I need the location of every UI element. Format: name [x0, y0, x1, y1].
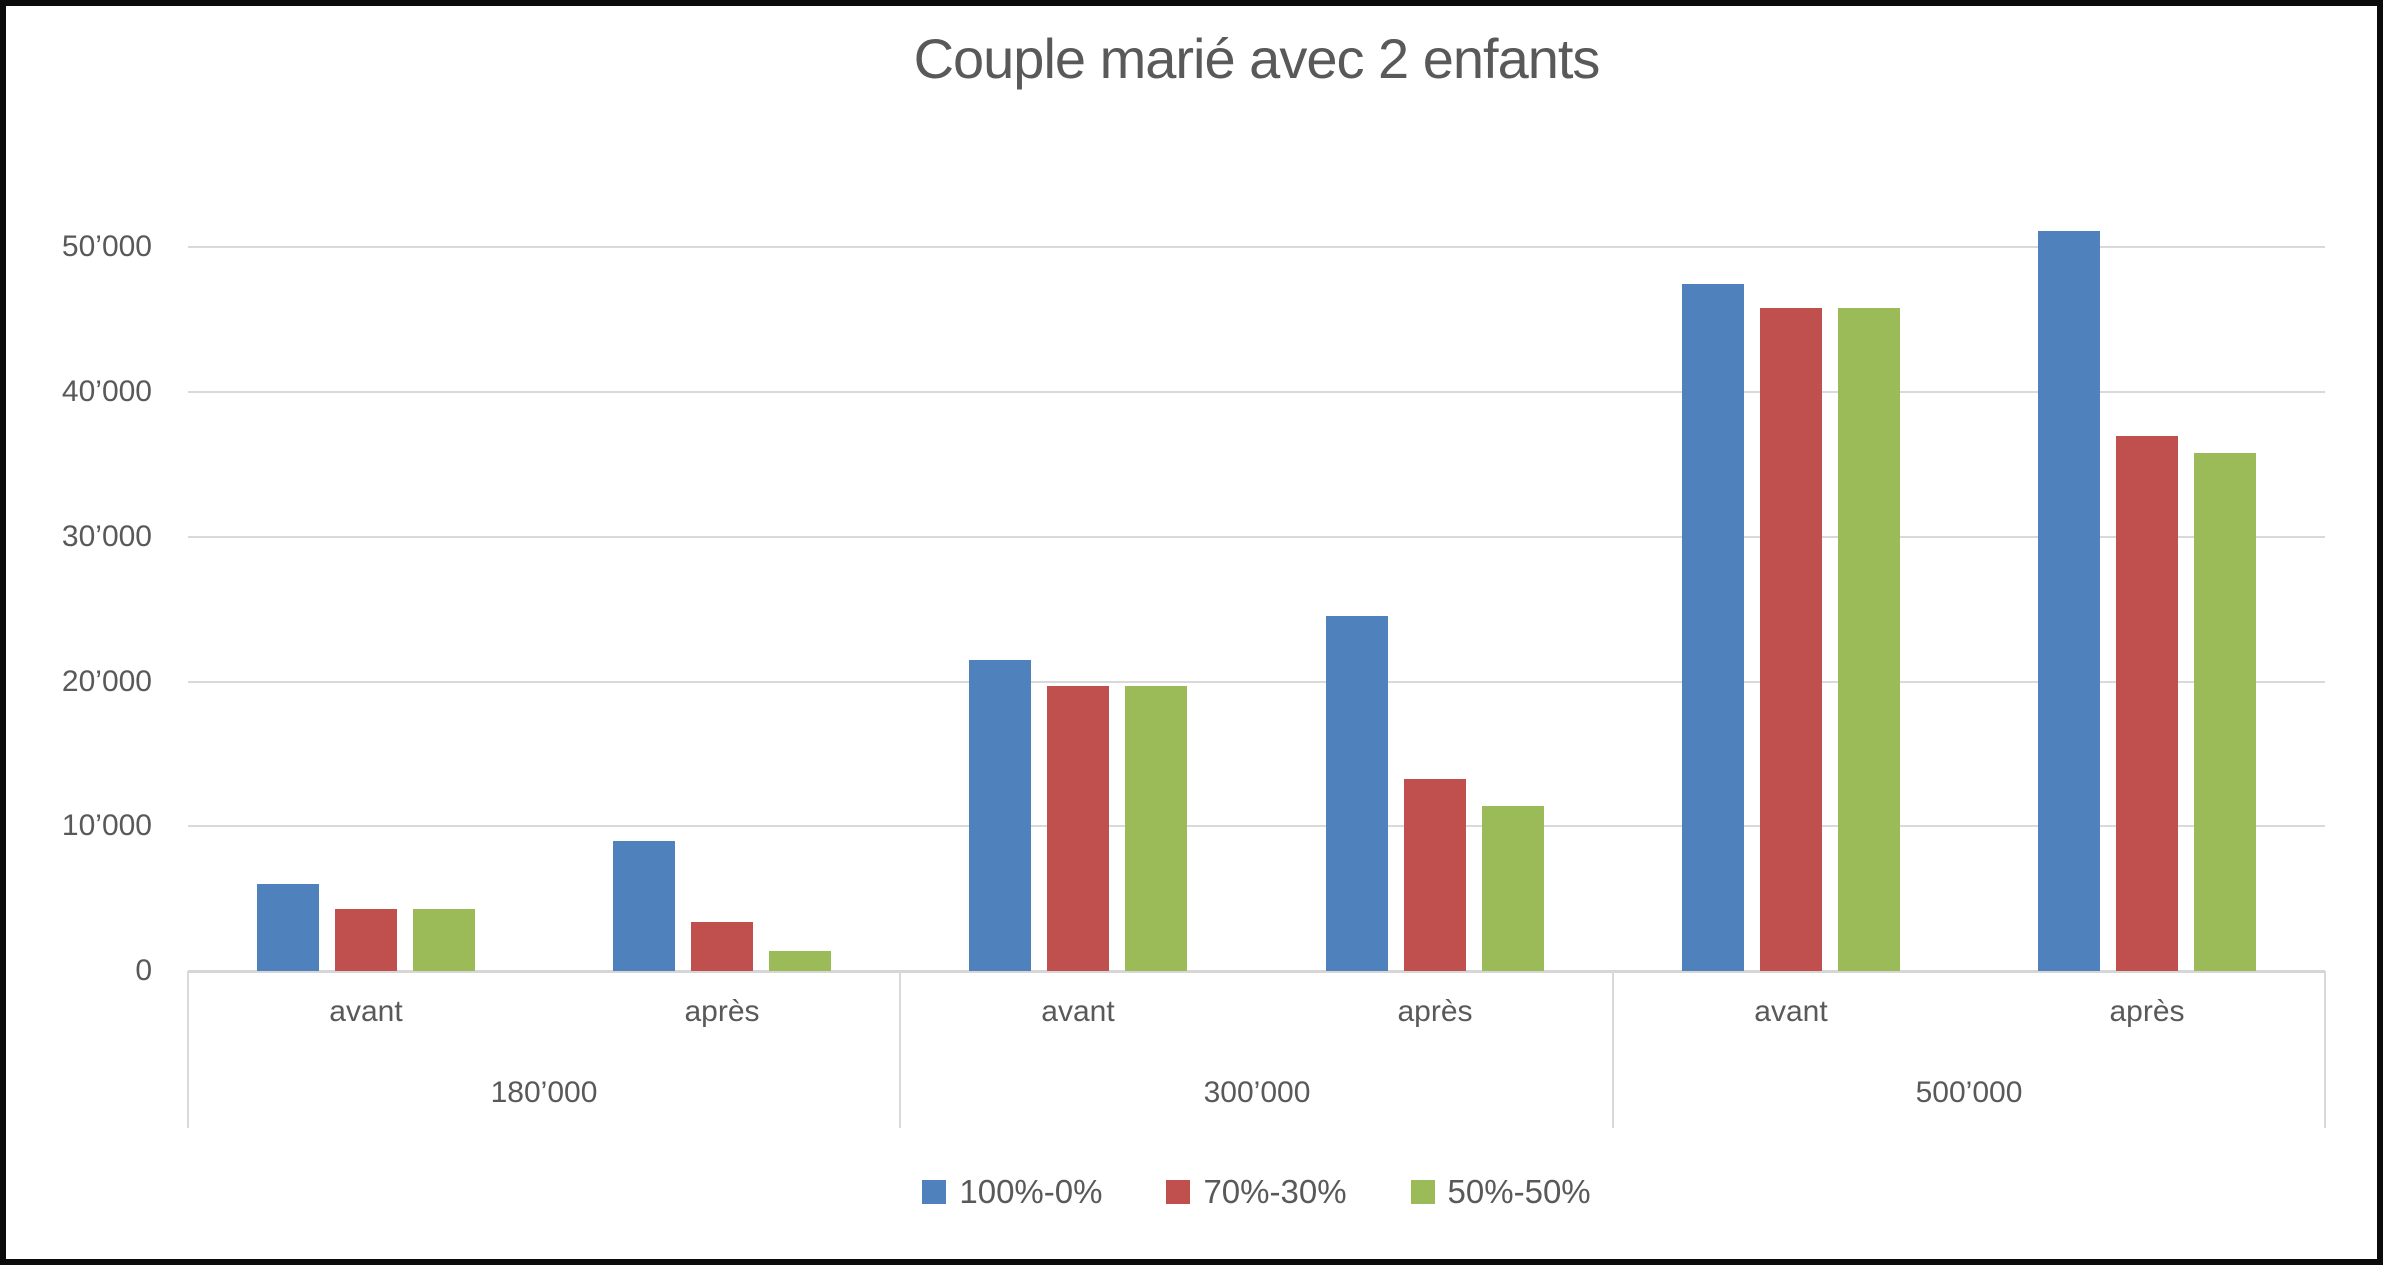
bar-70%-30%-avant — [1047, 686, 1109, 971]
category-table-right-edge — [2324, 971, 2326, 1128]
y-gridline — [188, 535, 2325, 538]
bar-100%-0%-avant — [1682, 284, 1744, 971]
category-label: après — [684, 995, 760, 1028]
chart-title: Couple marié avec 2 enfants — [913, 27, 1601, 90]
legend-label: 50%-50% — [1447, 1173, 1591, 1210]
legend: 100%-0% 70%-30% 50%-50% — [188, 1168, 2325, 1216]
group-separator-line — [899, 971, 901, 1128]
group-label: 500’000 — [1915, 1076, 2023, 1109]
legend-item-50%-50%: 50%-50% — [1410, 1173, 1591, 1211]
bar-100%-0%-après — [613, 841, 675, 971]
category-label: avant — [1041, 995, 1115, 1028]
group-label: 180’000 — [490, 1076, 598, 1109]
bar-50%-50%-avant — [1838, 308, 1900, 971]
bar-50%-50%-après — [1482, 806, 1544, 971]
bar-50%-50%-après — [2194, 453, 2256, 971]
legend-item-70%-30%: 70%-30% — [1166, 1173, 1347, 1211]
bar-70%-30%-avant — [335, 909, 397, 971]
y-axis-tick-label: 50’000 — [61, 230, 152, 264]
y-gridline — [188, 825, 2325, 828]
y-axis-tick-label: 40’000 — [61, 375, 152, 409]
bar-70%-30%-après — [2116, 436, 2178, 971]
y-gridline — [188, 246, 2325, 249]
group-label: 300’000 — [1203, 1076, 1311, 1109]
legend-label: 100%-0% — [959, 1173, 1103, 1210]
bar-50%-50%-avant — [413, 909, 475, 971]
bar-70%-30%-après — [691, 922, 753, 971]
bar-70%-30%-après — [1404, 779, 1466, 971]
bar-100%-0%-après — [1326, 616, 1388, 971]
legend-label: 70%-30% — [1203, 1173, 1347, 1210]
y-axis-tick-label: 10’000 — [61, 809, 152, 843]
y-axis-tick-label: 20’000 — [61, 664, 152, 698]
legend-swatch-icon — [1410, 1180, 1435, 1204]
bar-100%-0%-après — [2038, 231, 2100, 971]
category-table-left-edge — [187, 971, 189, 1128]
y-axis-tick-label: 30’000 — [61, 519, 152, 553]
bar-50%-50%-avant — [1125, 686, 1187, 971]
y-axis-tick-label: 0 — [135, 954, 152, 987]
legend-item-100%-0%: 100%-0% — [922, 1173, 1102, 1211]
bar-100%-0%-avant — [257, 884, 319, 971]
legend-swatch-icon — [922, 1180, 947, 1204]
category-label: après — [2109, 995, 2185, 1028]
bar-50%-50%-après — [769, 951, 831, 971]
category-label: avant — [1754, 995, 1828, 1028]
y-gridline — [188, 680, 2325, 683]
category-label: après — [1397, 995, 1473, 1028]
y-gridline — [188, 391, 2325, 394]
category-label: avant — [329, 995, 403, 1028]
bar-100%-0%-avant — [969, 660, 1031, 971]
x-axis-line — [188, 970, 2325, 973]
legend-swatch-icon — [1166, 1180, 1191, 1204]
group-separator-line — [1612, 971, 1614, 1128]
bar-70%-30%-avant — [1760, 308, 1822, 971]
